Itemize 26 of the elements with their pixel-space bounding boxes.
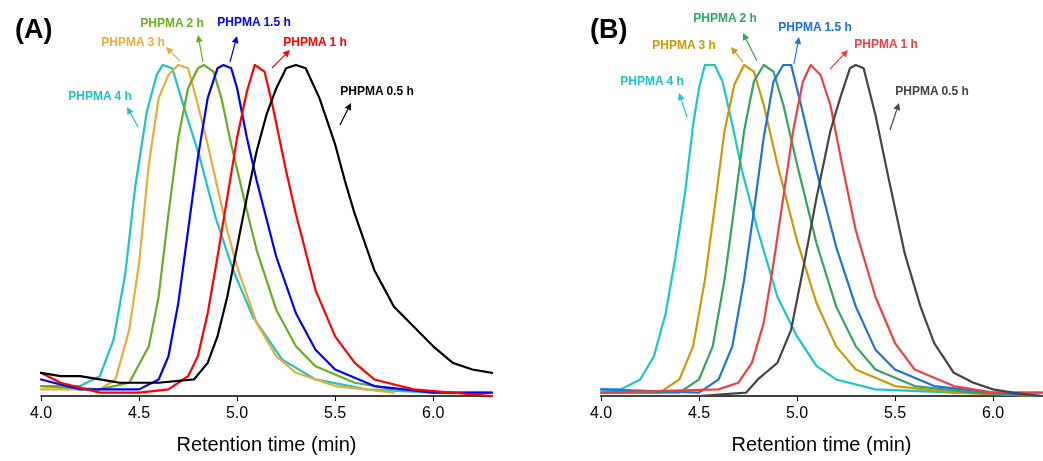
series-label: PHPMA 4 h: [68, 89, 132, 103]
text: PHPMA 1 h: [854, 37, 918, 51]
text: PHPMA 2 h: [693, 11, 757, 25]
x-tick-label: 5.0: [225, 403, 249, 421]
text: PHPMA 1.5 h: [778, 20, 852, 34]
x-tick-label: 6.0: [981, 403, 1005, 421]
x-tick-label: 4.0: [589, 403, 613, 421]
x-tick-label: 6.0: [422, 403, 445, 421]
x-tick-label: 5.5: [324, 403, 347, 421]
x-axis-title: Retention time (min): [176, 433, 357, 455]
x-axis-title: Retention time (min): [731, 433, 912, 455]
x-tick-label: 4.0: [29, 403, 53, 421]
chart-title: (B): [590, 13, 628, 44]
chart-title: (A): [15, 13, 53, 44]
series-label: PHPMA 0.5 h: [340, 84, 414, 98]
text: PHPMA 1 h: [283, 35, 347, 49]
series-label: PHPMA 3 h: [101, 35, 165, 49]
series-label: PHPMA 0.5 h: [895, 84, 969, 98]
text: PHPMA 1.5 h: [217, 15, 291, 29]
x-tick-label: 5.5: [883, 403, 907, 421]
x-tick-label: 4.5: [127, 403, 151, 421]
legend-label: PHPMA 3 h: [652, 38, 716, 52]
x-tick-label: 5.0: [785, 403, 809, 421]
text: PHPMA 2 h: [140, 16, 204, 30]
series-label: PHPMA 4 h: [620, 74, 684, 88]
x-tick-label: 4.5: [687, 403, 711, 421]
